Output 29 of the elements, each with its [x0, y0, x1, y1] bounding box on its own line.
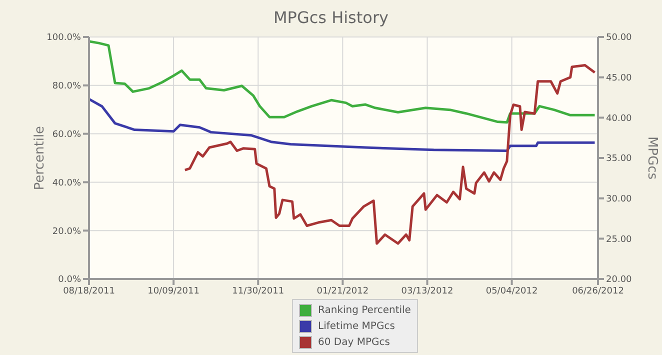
x-tick-label: 03/13/2012: [401, 286, 454, 296]
y-tick-label: 100.0%: [46, 33, 82, 44]
y2-tick-label: 35.00: [606, 154, 632, 164]
y2-tick-label: 30.00: [606, 194, 632, 205]
y2-tick-label: 45.00: [606, 74, 632, 84]
line-series: [89, 98, 596, 152]
x-tick-label: 06/26/2012: [572, 286, 624, 296]
y2-tick-label: 25.00: [606, 234, 632, 245]
legend-label: Lifetime MPGcs: [318, 320, 395, 332]
x-tick-label: 08/18/2011: [63, 286, 115, 296]
legend-label: Ranking Percentile: [318, 304, 411, 316]
line-series: [184, 64, 596, 245]
chart-title: MPGcs History: [272, 8, 390, 27]
y2-tick-label: 40.00: [606, 114, 632, 124]
x-tick-label: 05/04/2012: [486, 286, 538, 296]
y-tick-label: 0.0%: [58, 275, 82, 286]
y-tick-label: 60.0%: [52, 130, 82, 140]
y2-tick-label: 50.00: [606, 33, 632, 44]
y2-axis-title: MPGcs: [644, 136, 660, 180]
x-tick-label: 11/30/2011: [232, 286, 284, 296]
x-tick-label: 10/09/2011: [148, 286, 200, 296]
y2-tick-label: 20.00: [606, 275, 632, 286]
line-series: [89, 40, 596, 124]
x-tick-label: 01/21/2012: [316, 286, 369, 296]
legend-label: 60 Day MPGcs: [318, 336, 390, 348]
y-axis-title: Percentile: [32, 126, 48, 190]
y-tick-label: 40.0%: [52, 178, 82, 188]
y-tick-label: 80.0%: [52, 82, 82, 92]
y-tick-label: 20.0%: [52, 226, 82, 237]
